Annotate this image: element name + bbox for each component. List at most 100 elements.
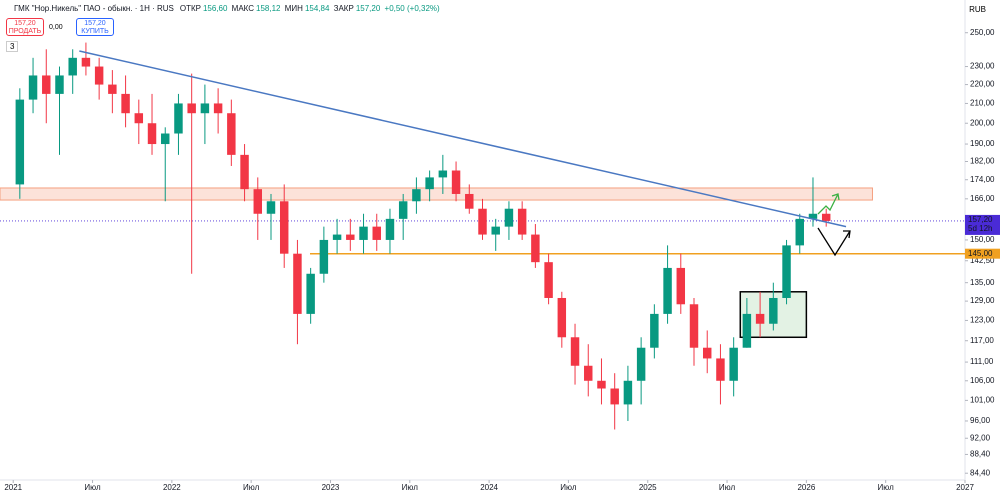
candle-body [597,380,606,389]
countdown-label: 5d 12h [968,224,992,233]
y-tick-label: 230,00 [970,62,995,71]
candle-body [531,234,540,263]
candle-body [821,213,831,221]
candle-body [729,347,738,381]
candle-body [491,226,500,235]
x-tick-label: Июл [243,483,260,492]
candle-body [293,253,302,314]
candle-body [438,170,448,178]
y-tick-label: 174,00 [970,175,995,184]
ohlc-value: 158,12 [256,4,281,13]
y-tick-label: 220,00 [970,80,995,89]
candle-body [28,75,38,100]
trendline [79,50,847,228]
candle-body [398,201,408,219]
candle-body [161,133,170,145]
x-tick-label: 2027 [956,483,974,492]
y-tick-label: 135,00 [970,278,995,287]
sell-label: ПРОДАТЬ [8,28,42,35]
y-tick-label: 182,00 [970,157,995,166]
candle-body [702,347,712,359]
candle-body [782,245,791,298]
candle-body [359,226,368,240]
candle-body [650,313,659,348]
candle-body [465,193,474,209]
candle-body [808,213,818,219]
candle-body [755,313,765,324]
candle-body [147,123,157,145]
candle-body [253,189,263,214]
y-tick-label: 129,00 [970,296,995,305]
candle-body [769,297,778,324]
candle-body [319,239,329,274]
x-tick-label: 2025 [639,483,657,492]
candle-body [610,388,619,405]
sell-price: 157,20 [14,20,36,27]
candle-body [636,347,646,381]
resistance-zone [0,187,873,201]
y-tick-label: 84,40 [970,468,991,477]
candle-body [15,99,25,185]
candle-body [795,218,804,246]
x-tick-label: Июл [402,483,419,492]
y-tick-label: 142,50 [970,256,995,265]
y-tick-label: 200,00 [970,118,995,127]
candle-body [55,75,64,94]
candle-body [94,66,104,85]
candle-body [266,201,276,214]
candle-body [412,189,421,202]
x-tick-label: 2022 [163,483,181,492]
support-label-bg [965,248,1000,259]
candle-body [663,267,672,314]
x-tick-label: Июл [560,483,577,492]
y-tick-label: 166,00 [970,194,995,203]
y-tick-label: 96,00 [970,416,991,425]
candle-body [478,208,487,235]
candle-body [200,103,210,114]
candle-body [108,84,117,94]
y-tick-label: 123,00 [970,316,995,325]
x-tick-label: Июл [878,483,895,492]
ohlc-value: 154,84 [304,4,330,13]
candle-body [742,313,752,348]
candle-body [689,304,699,348]
candle-body [570,337,580,366]
y-tick-label: 250,00 [970,28,995,37]
indicators-toggle[interactable]: 3 [6,41,19,52]
y-tick-label: 150,00 [970,235,995,244]
ohlc: ОТКР 156,60 МАКС 158,12 МИН 154,84 ЗАКР 157,… [180,4,442,13]
x-tick-label: Июл [719,483,736,492]
candle-body [213,103,223,114]
sell-button[interactable]: 157,20 ПРОДАТЬ [6,18,44,36]
x-tick-label: 2026 [797,483,815,492]
ohlc-value: 157,20 [355,4,381,13]
last-price-label: 157,20 [968,215,993,224]
buy-button[interactable]: 157,20 КУПИТЬ [76,18,114,36]
candle-body [81,57,91,67]
x-tick-label: 2024 [480,483,498,492]
candle-body [372,226,381,240]
candle-body [240,154,249,190]
buy-label: КУПИТЬ [81,28,109,35]
change: +0,50 (+0,32%) [384,4,440,13]
support-label: 145,00 [968,249,993,258]
y-tick-label: 190,00 [970,139,995,148]
ohlc-label: ОТКР [179,4,201,13]
candle-body [385,218,395,240]
y-tick-label: 111,00 [970,357,994,366]
candle-body [451,170,461,194]
forecast-arrow-down [817,227,851,257]
candle-body [279,201,289,254]
candle-body [42,75,51,94]
y-tick-label: 106,00 [970,376,995,385]
x-tick-label: Июл [84,483,101,492]
candle-body [346,234,355,240]
candle-body [227,113,236,155]
spread: 0,00 [49,24,63,31]
ohlc-value: 156,60 [202,4,228,13]
candle-body [306,273,315,314]
candle-body [68,57,77,76]
candle-body [504,208,514,227]
candle-body [517,208,527,235]
